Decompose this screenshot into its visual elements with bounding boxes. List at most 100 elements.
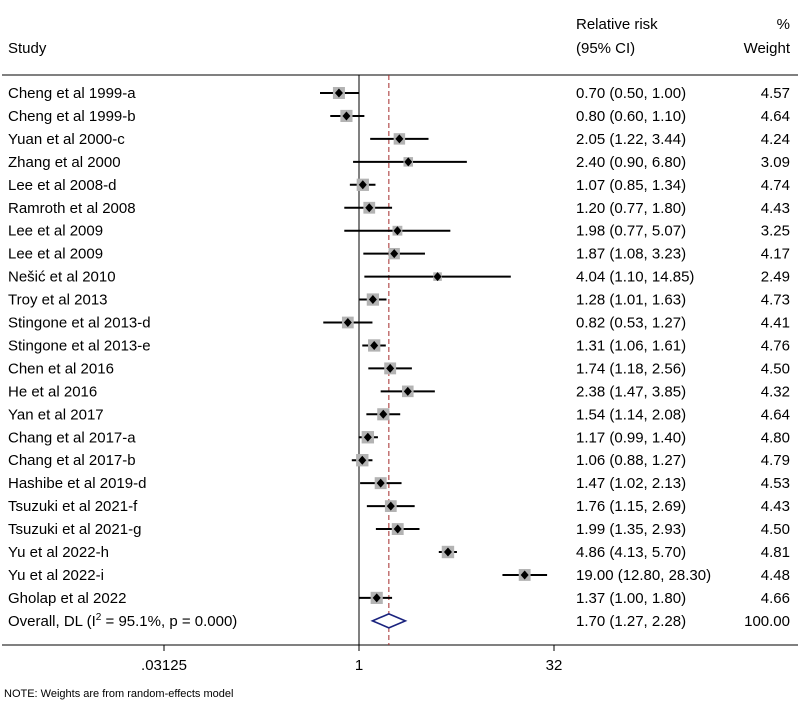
study-row: Yu et al 2022-i 19.00 (12.80, 28.30) 4.48 <box>8 567 790 584</box>
study-row: Chang et al 2017-b 1.06 (0.88, 1.27) 4.79 <box>8 452 790 469</box>
point-estimate <box>334 88 343 98</box>
study-label: Cheng et al 1999-a <box>8 85 136 102</box>
study-ci: 0.80 (0.60, 1.10) <box>576 108 686 125</box>
study-row: Lee et al 2009 1.98 (0.77, 5.07) 3.25 <box>8 223 790 240</box>
study-row: Cheng et al 1999-b 0.80 (0.60, 1.10) 4.64 <box>8 108 790 125</box>
study-ci: 1.98 (0.77, 5.07) <box>576 223 686 240</box>
study-row: Stingone et al 2013-e 1.31 (1.06, 1.61) 4.… <box>8 337 790 354</box>
study-ci: 1.07 (0.85, 1.34) <box>576 177 686 194</box>
study-row: Hashibe et al 2019-d 1.47 (1.02, 2.13) 4.5… <box>8 475 790 492</box>
study-label: Cheng et al 1999-b <box>8 108 136 125</box>
point-estimate <box>404 157 413 167</box>
study-label: Lee et al 2008-d <box>8 177 116 194</box>
study-row: Cheng et al 1999-a 0.70 (0.50, 1.00) 4.57 <box>8 85 790 102</box>
study-weight: 4.73 <box>761 292 790 309</box>
point-estimate <box>386 501 395 511</box>
point-estimate <box>343 318 352 327</box>
point-estimate <box>358 180 367 190</box>
study-label: Chang et al 2017-b <box>8 452 136 469</box>
study-ci: 1.76 (1.15, 2.69) <box>576 498 686 515</box>
point-estimate <box>363 432 372 442</box>
point-estimate <box>365 203 374 213</box>
study-rows: Cheng et al 1999-a 0.70 (0.50, 1.00) 4.57C… <box>8 85 790 607</box>
study-weight: 4.57 <box>761 85 790 102</box>
study-weight: 4.66 <box>761 590 790 607</box>
study-weight: 4.64 <box>761 406 790 423</box>
study-ci: 1.06 (0.88, 1.27) <box>576 452 686 469</box>
study-weight: 4.43 <box>761 200 790 217</box>
study-weight: 4.74 <box>761 177 790 194</box>
overall-ci: 1.70 (1.27, 2.28) <box>576 613 686 630</box>
study-ci: 2.38 (1.47, 3.85) <box>576 383 686 400</box>
study-weight: 4.53 <box>761 475 790 492</box>
study-weight: 4.50 <box>761 521 790 538</box>
point-estimate <box>443 547 452 557</box>
point-estimate <box>358 455 367 465</box>
point-estimate <box>386 363 395 373</box>
overall-row: Overall, DL (I2 = 95.1%, p = 0.000) 1.70 … <box>8 612 790 630</box>
study-ci: 2.05 (1.22, 3.44) <box>576 131 686 148</box>
study-label: Lee et al 2009 <box>8 223 103 240</box>
x-tick-label: 32 <box>546 657 563 674</box>
study-weight: 4.41 <box>761 315 790 332</box>
study-weight: 3.09 <box>761 154 790 171</box>
point-estimate <box>393 226 402 236</box>
study-weight: 4.80 <box>761 429 790 446</box>
study-row: Ramroth et al 2008 1.20 (0.77, 1.80) 4.43 <box>8 200 790 217</box>
study-row: Tsuzuki et al 2021-g 1.99 (1.35, 2.93) 4.5… <box>8 521 790 538</box>
study-row: Gholap et al 2022 1.37 (1.00, 1.80) 4.66 <box>8 590 790 607</box>
study-label: Chen et al 2016 <box>8 360 114 377</box>
study-label: Hashibe et al 2019-d <box>8 475 146 492</box>
point-estimate <box>520 570 529 580</box>
study-ci: 1.54 (1.14, 2.08) <box>576 406 686 423</box>
study-label: Yuan et al 2000-c <box>8 131 125 148</box>
study-weight: 4.43 <box>761 498 790 515</box>
study-weight: 4.81 <box>761 544 790 561</box>
point-estimate <box>370 340 379 350</box>
study-ci: 1.28 (1.01, 1.63) <box>576 292 686 309</box>
study-label: Tsuzuki et al 2021-g <box>8 521 141 538</box>
header-weight-line2: Weight <box>744 40 791 57</box>
point-estimate <box>393 524 402 534</box>
study-ci: 1.74 (1.18, 2.56) <box>576 360 686 377</box>
point-estimate <box>433 272 442 282</box>
overall-weight: 100.00 <box>744 613 790 630</box>
header-rr-line1: Relative risk <box>576 16 658 33</box>
header-study: Study <box>8 40 47 57</box>
study-label: Tsuzuki et al 2021-f <box>8 498 138 515</box>
header-rr-line2: (95% CI) <box>576 40 635 57</box>
point-estimate <box>376 478 385 488</box>
study-row: Troy et al 2013 1.28 (1.01, 1.63) 4.73 <box>8 292 790 309</box>
study-weight: 4.17 <box>761 246 790 263</box>
point-estimate <box>395 134 404 144</box>
study-ci: 1.31 (1.06, 1.61) <box>576 337 686 354</box>
study-ci: 0.70 (0.50, 1.00) <box>576 85 686 102</box>
study-weight: 4.48 <box>761 567 790 584</box>
study-ci: 4.86 (4.13, 5.70) <box>576 544 686 561</box>
point-estimate <box>403 386 412 396</box>
study-label: Stingone et al 2013-d <box>8 315 151 332</box>
point-estimate <box>368 295 377 305</box>
study-ci: 1.20 (0.77, 1.80) <box>576 200 686 217</box>
header-weight-line1: % <box>777 16 790 33</box>
study-row: Chang et al 2017-a 1.17 (0.99, 1.40) 4.80 <box>8 429 790 446</box>
study-weight: 2.49 <box>761 269 790 286</box>
study-weight: 3.25 <box>761 223 790 240</box>
point-estimate <box>342 111 351 121</box>
study-label: Zhang et al 2000 <box>8 154 121 171</box>
study-ci: 0.82 (0.53, 1.27) <box>576 315 686 332</box>
point-estimate <box>379 409 388 419</box>
study-weight: 4.24 <box>761 131 790 148</box>
study-ci: 1.37 (1.00, 1.80) <box>576 590 686 607</box>
study-weight: 4.79 <box>761 452 790 469</box>
x-ticks: .03125 1 32 <box>141 645 562 674</box>
study-row: Tsuzuki et al 2021-f 1.76 (1.15, 2.69) 4.4… <box>8 498 790 515</box>
study-label: Gholap et al 2022 <box>8 590 126 607</box>
study-label: Yu et al 2022-i <box>8 567 104 584</box>
point-estimate <box>372 593 381 603</box>
study-label: Ramroth et al 2008 <box>8 200 136 217</box>
study-row: Yu et al 2022-h 4.86 (4.13, 5.70) 4.81 <box>8 544 790 561</box>
study-ci: 1.87 (1.08, 3.23) <box>576 246 686 263</box>
study-row: Yuan et al 2000-c 2.05 (1.22, 3.44) 4.24 <box>8 131 790 148</box>
point-estimate <box>390 249 399 259</box>
